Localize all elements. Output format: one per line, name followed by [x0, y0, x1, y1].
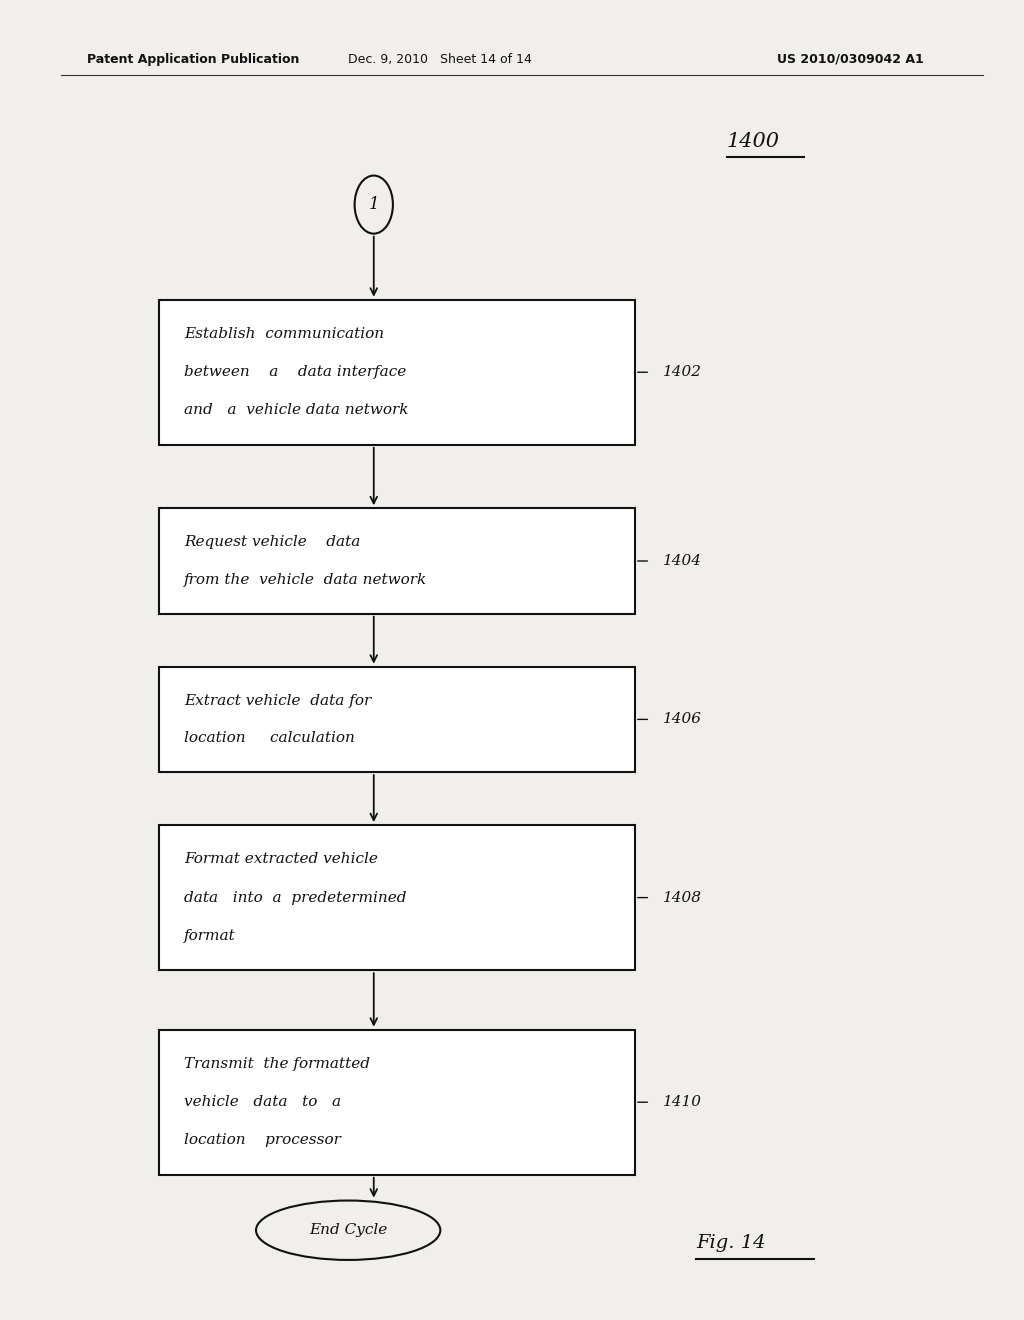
Text: Request vehicle    data: Request vehicle data [184, 535, 360, 549]
Text: Extract vehicle  data for: Extract vehicle data for [184, 693, 372, 708]
Text: data   into  a  predetermined: data into a predetermined [184, 891, 407, 904]
Text: US 2010/0309042 A1: US 2010/0309042 A1 [776, 53, 924, 66]
Text: 1408: 1408 [663, 891, 701, 904]
Text: 1406: 1406 [663, 713, 701, 726]
Text: between    a    data interface: between a data interface [184, 366, 407, 379]
Text: Dec. 9, 2010   Sheet 14 of 14: Dec. 9, 2010 Sheet 14 of 14 [348, 53, 532, 66]
Text: 1400: 1400 [727, 132, 780, 150]
Text: End Cycle: End Cycle [309, 1224, 387, 1237]
Text: Format extracted vehicle: Format extracted vehicle [184, 853, 378, 866]
Text: location     calculation: location calculation [184, 731, 355, 746]
Bar [159, 508, 635, 614]
Bar [159, 825, 635, 970]
Text: 1404: 1404 [663, 554, 701, 568]
Text: 1: 1 [369, 197, 379, 213]
Text: location    processor: location processor [184, 1134, 341, 1147]
Bar [159, 667, 635, 772]
Bar [159, 300, 635, 445]
Text: vehicle   data   to   a: vehicle data to a [184, 1096, 341, 1109]
Text: Fig. 14: Fig. 14 [696, 1234, 766, 1253]
Text: 1402: 1402 [663, 366, 701, 379]
Text: from the  vehicle  data network: from the vehicle data network [184, 573, 428, 587]
Bar [159, 1030, 635, 1175]
Text: Patent Application Publication: Patent Application Publication [87, 53, 299, 66]
Text: Establish  communication: Establish communication [184, 327, 384, 341]
Text: format: format [184, 929, 237, 942]
Text: and   a  vehicle data network: and a vehicle data network [184, 404, 409, 417]
Text: Transmit  the formatted: Transmit the formatted [184, 1057, 371, 1071]
Text: 1410: 1410 [663, 1096, 701, 1109]
